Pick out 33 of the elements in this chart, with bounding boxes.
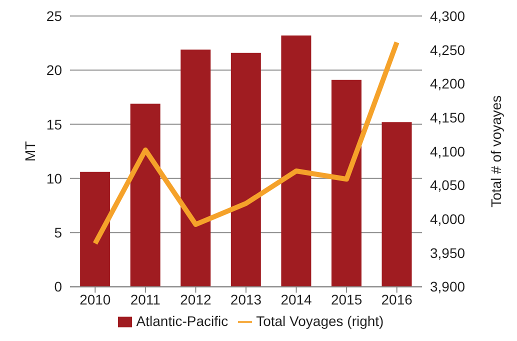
y2-tick-label: 4,250 — [430, 42, 466, 58]
y2-tick-label: 3,950 — [430, 244, 466, 261]
y2-tick-label: 4,150 — [430, 109, 466, 126]
bar — [80, 172, 110, 287]
y2-tick-label: 4,000 — [430, 210, 466, 227]
x-tick-label: 2011 — [130, 292, 161, 308]
bar — [230, 52, 261, 287]
x-tick-label: 2012 — [180, 292, 212, 308]
y-tick-label: 10 — [46, 170, 62, 186]
x-tick-label: 2015 — [330, 292, 362, 308]
bar — [382, 122, 412, 287]
y2-tick-label: 4,300 — [430, 8, 466, 24]
bar — [281, 35, 312, 287]
bar — [130, 104, 160, 287]
y-tick-label: 25 — [46, 8, 62, 24]
y2-tick-label: 4,100 — [430, 143, 466, 160]
x-tick-label: 2016 — [381, 292, 413, 308]
y-tick-label: 20 — [46, 62, 62, 78]
bar — [331, 80, 362, 287]
x-tick-label: 2014 — [280, 292, 312, 308]
x-tick-label: 2010 — [80, 292, 111, 308]
x-tick-label: 2013 — [230, 292, 262, 308]
y-axis-title: MT — [22, 140, 38, 162]
legend-label: Atlantic-Pacific — [136, 312, 228, 329]
y2-tick-label: 4,200 — [430, 76, 466, 92]
y-tick-label: 15 — [46, 116, 62, 132]
legend-label: Total Voyages (right) — [256, 312, 384, 329]
y2-tick-label: 4,050 — [430, 177, 466, 194]
y-tick-label: 5 — [54, 224, 62, 241]
y-tick-label: 0 — [54, 278, 62, 295]
y2-axis-title: Total # of voyayes — [488, 95, 504, 208]
y2-tick-label: 3,900 — [430, 278, 466, 295]
bar — [180, 50, 211, 287]
